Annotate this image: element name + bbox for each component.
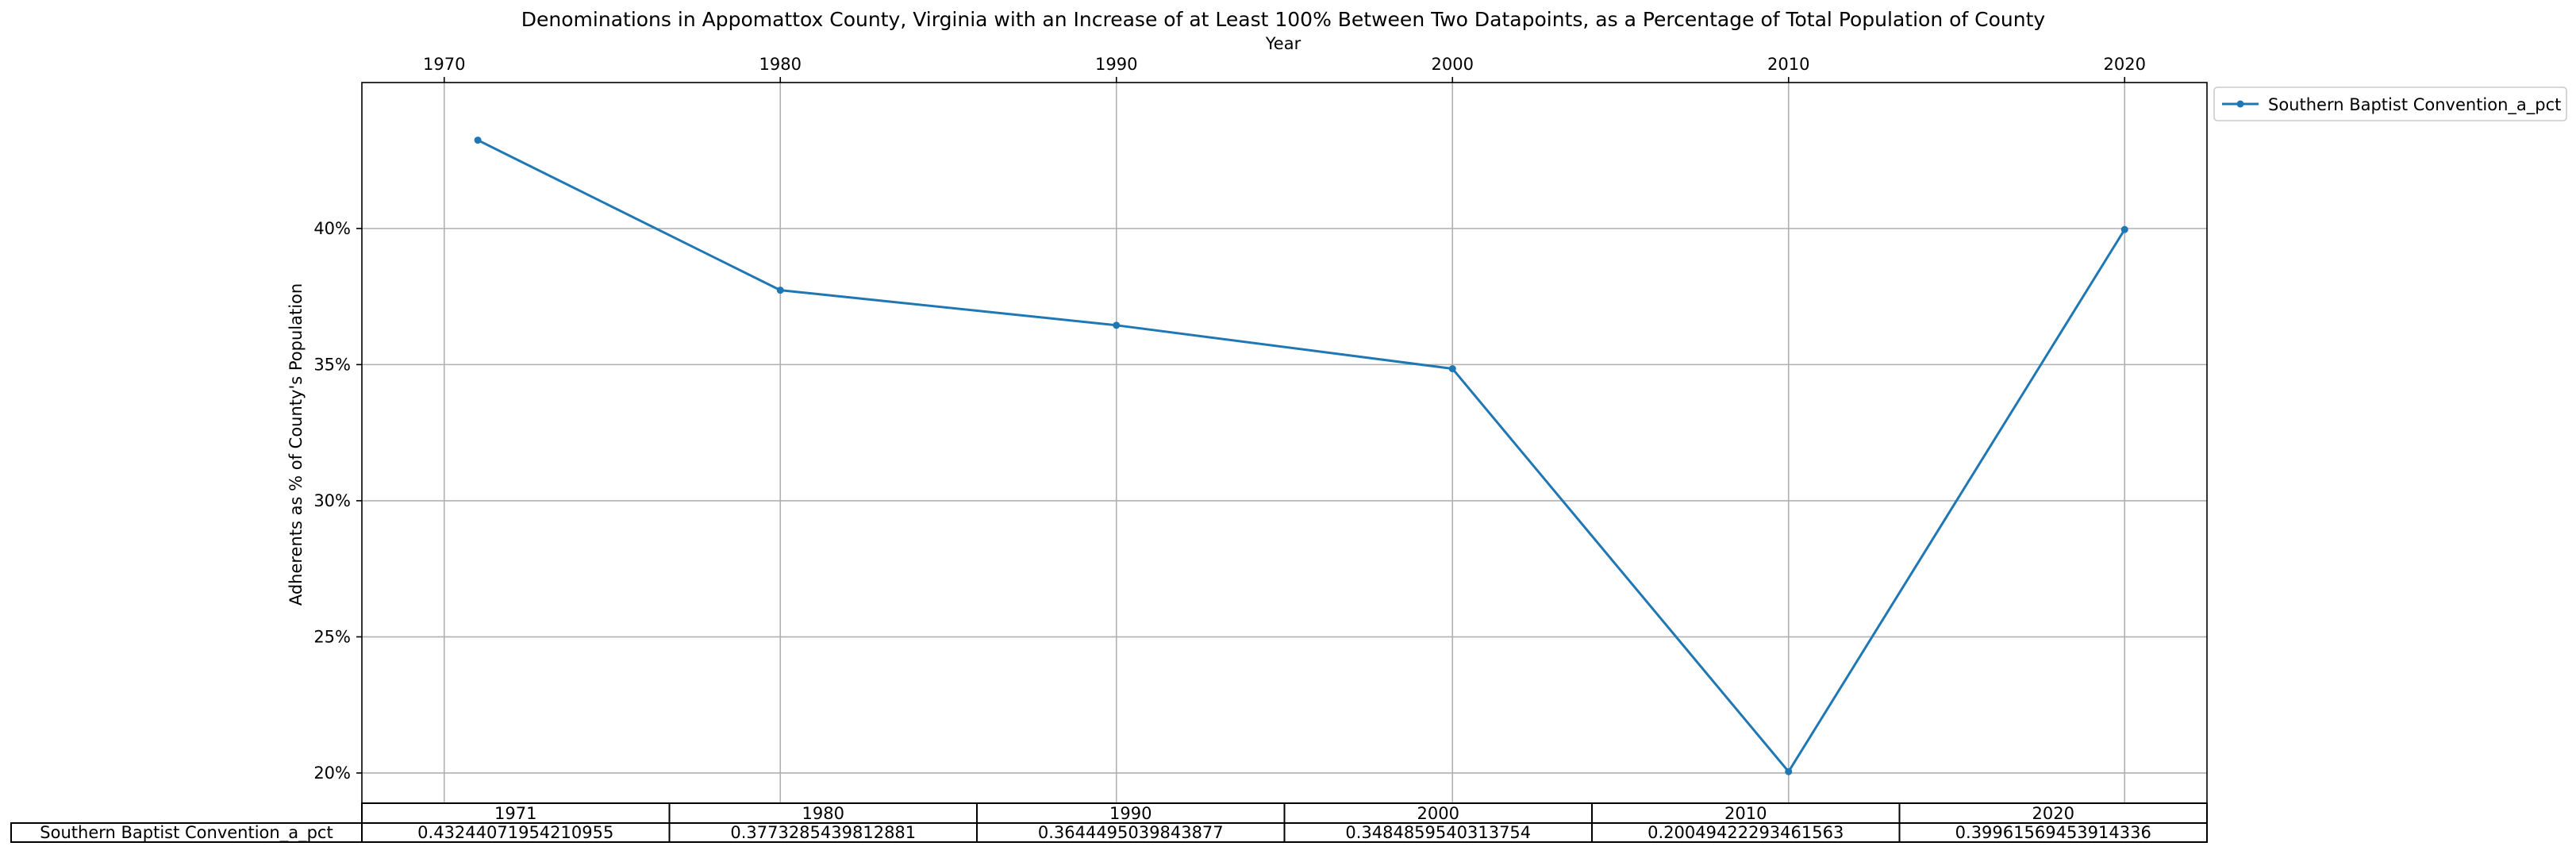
table-cell-value: 0.20049422293461563 xyxy=(1647,823,1844,842)
chart-title: Denominations in Appomattox County, Virg… xyxy=(521,8,2046,31)
table-row-label: Southern Baptist Convention_a_pct xyxy=(40,823,333,843)
y-axis-label: Adherents as % of County's Population xyxy=(286,283,306,606)
gridlines xyxy=(362,83,2207,803)
table-cell xyxy=(1283,822,1593,843)
data-point xyxy=(776,287,784,294)
table-header-label: 2010 xyxy=(1724,804,1767,823)
table-cell-value: 0.3773285439812881 xyxy=(730,823,916,842)
table-header-cell xyxy=(1898,802,2208,824)
y-tick-label: 40% xyxy=(313,219,351,238)
table-header-label: 1990 xyxy=(1109,804,1152,823)
data-point xyxy=(1448,365,1456,373)
y-tick-label: 30% xyxy=(313,491,351,510)
table-cell xyxy=(1898,822,2208,843)
table-header-label: 2020 xyxy=(2032,804,2074,823)
data-point xyxy=(1785,767,1793,775)
table-row-header-cell xyxy=(10,822,363,843)
y-tick-label: 35% xyxy=(313,355,351,374)
table-cell-value: 0.3644495039843877 xyxy=(1038,823,1224,842)
x-axis-label: Year xyxy=(1265,34,1301,53)
table-header-label: 1980 xyxy=(802,804,844,823)
x-tick-label: 1980 xyxy=(759,55,802,74)
table-cell xyxy=(976,822,1286,843)
table-cell-value: 0.3484859540313754 xyxy=(1345,823,1531,842)
x-tick-label: 2010 xyxy=(1767,55,1809,74)
data-point xyxy=(474,137,482,144)
table-cell-value: 0.39961569453914336 xyxy=(1955,823,2151,842)
table-cell xyxy=(1591,822,1901,843)
table-cell-value: 0.43244071954210955 xyxy=(417,823,613,842)
data-point xyxy=(2120,225,2128,233)
series-layer xyxy=(474,137,2128,775)
legend-marker xyxy=(2236,100,2244,108)
y-tick-label: 25% xyxy=(313,627,351,646)
table-cell xyxy=(668,822,978,843)
x-tick-label: 2000 xyxy=(1432,55,1474,74)
legend-frame xyxy=(2213,87,2567,121)
legend-label: Southern Baptist Convention_a_pct xyxy=(2268,95,2561,115)
data-point xyxy=(1113,321,1121,329)
x-tick-label: 2020 xyxy=(2104,55,2146,74)
legend: Southern Baptist Convention_a_pct xyxy=(2213,87,2567,121)
axis-ticks: 1970 1980 1990 2000 2010 2020 20% 25% 30% 35% 40% xyxy=(313,55,2146,783)
plot-frame xyxy=(361,82,2208,804)
x-tick-label: 1990 xyxy=(1095,55,1137,74)
table-header-label: 1971 xyxy=(494,804,536,823)
y-tick-label: 20% xyxy=(313,764,351,783)
x-tick-label: 1970 xyxy=(423,55,465,74)
table-header-label: 2000 xyxy=(1417,804,1459,823)
series-line xyxy=(477,139,2126,774)
